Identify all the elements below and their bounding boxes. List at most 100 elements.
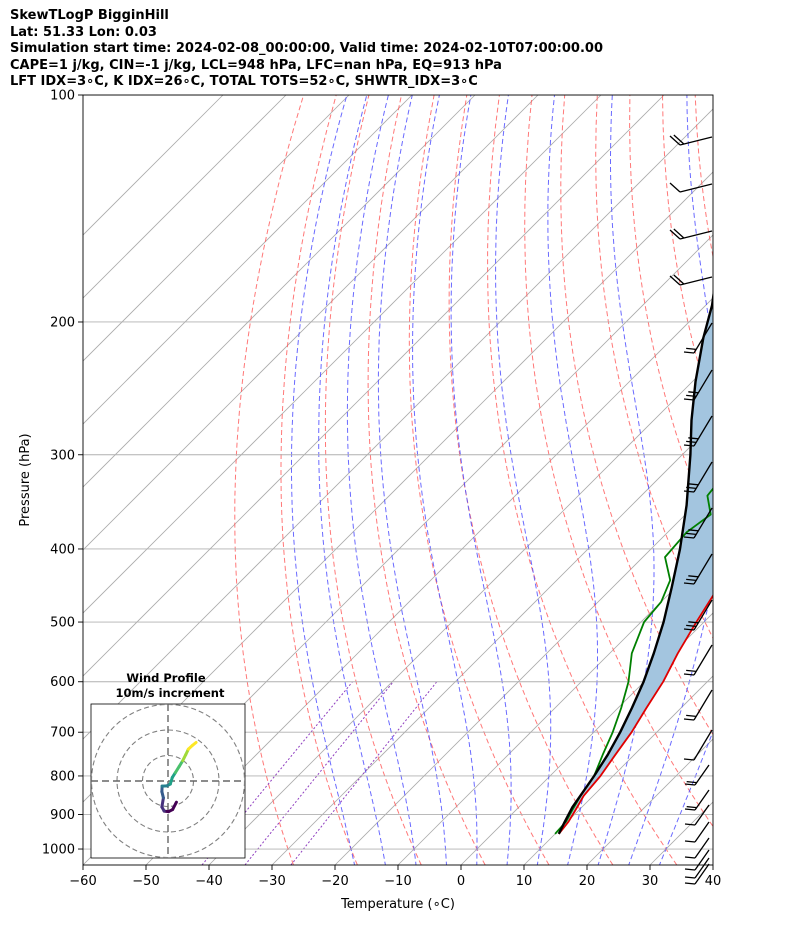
wind-barb [683, 461, 713, 493]
wind-barb-shaft [693, 644, 713, 676]
isotherm-line [397, 549, 713, 865]
profile-lines [554, 289, 713, 835]
wind-barb-shaft [694, 789, 710, 811]
wind-barb [684, 857, 710, 879]
x-tick-label: −20 [321, 874, 348, 889]
wind-barb-flag [686, 780, 697, 784]
wind-barb-flag [686, 669, 697, 673]
isotherm-line [712, 864, 713, 865]
wind-barb-flag [686, 394, 697, 398]
wind-barb [669, 228, 713, 240]
moist-adiabat-line [658, 730, 713, 865]
wind-barb-flag [669, 229, 681, 240]
y-tick-label: 1000 [42, 843, 75, 858]
title-cape-indices: CAPE=1 j/kg, CIN=-1 j/kg, LCL=948 hPa, L… [10, 57, 502, 73]
isotherm-line [271, 423, 713, 865]
wind-barb-flag [684, 868, 696, 871]
wind-barb-shaft [679, 230, 713, 240]
wind-barb-shaft [693, 689, 713, 721]
dry-adiabat-line [448, 95, 614, 865]
wind-barb [684, 863, 710, 885]
wind-barb-flag [669, 182, 681, 193]
x-tick-label: −30 [258, 874, 285, 889]
wind-barb-flag [683, 351, 695, 354]
y-axis-ticks: 1000 900 800 700 600 500 400 300 200 100 [42, 89, 83, 858]
wind-barb [684, 849, 710, 871]
wind-barb-shaft [693, 599, 713, 631]
wind-barb-flag [688, 575, 699, 578]
wind-barb-shaft [679, 276, 713, 286]
wind-barb [684, 804, 710, 826]
wind-barb-flag [683, 673, 695, 676]
y-tick-label: 200 [50, 315, 75, 330]
dry-adiabat-line [524, 95, 713, 828]
dry-adiabat-line [367, 95, 486, 865]
dry-adiabat-line [728, 95, 794, 865]
wind-barb-flag [683, 628, 695, 631]
temperature-line [558, 593, 713, 835]
moist-adiabat-line [597, 95, 655, 865]
wind-barb-flag [684, 823, 696, 826]
wind-barb-flag [684, 882, 696, 885]
wind-barb [683, 644, 713, 676]
wind-barb-flag [688, 391, 699, 394]
mixing-ratio-line [244, 681, 394, 865]
x-tick-label: 0 [457, 874, 465, 889]
wind-barb-shaft [694, 863, 710, 885]
x-tick-label: −60 [69, 874, 96, 889]
isotherm-line [145, 297, 713, 865]
dewpoint-line [554, 487, 713, 835]
cape-fill-layer [558, 298, 713, 834]
wind-barb-flag [688, 437, 699, 440]
wind-barb-flag [686, 624, 697, 628]
wind-barb [684, 764, 710, 786]
y-tick-label: 700 [50, 726, 75, 741]
y-tick-label: 800 [50, 769, 75, 784]
moist-adiabat-line [628, 95, 713, 865]
wind-barb-flag [683, 582, 695, 585]
isotherm-line [83, 95, 476, 488]
wind-barb-flag [686, 486, 697, 490]
moist-adiabat-line [377, 95, 447, 865]
dry-adiabat-line [280, 95, 358, 865]
title-stability-indices: LFT IDX=3∘C, K IDX=26∘C, TOTAL TOTS=52∘C… [10, 74, 478, 89]
wind-barb-flag [684, 856, 696, 859]
dry-adiabat-line [560, 95, 713, 736]
parcel-line [557, 289, 713, 835]
x-tick-label: −40 [195, 874, 222, 889]
wind-barb-flag [673, 274, 685, 285]
wind-barb-flag [683, 536, 695, 539]
dry-adiabat-line [234, 95, 305, 865]
isotherm-line [208, 360, 713, 865]
wind-barb-flag [683, 758, 695, 761]
x-tick-label: −50 [132, 874, 159, 889]
wind-barb-flag [673, 134, 685, 145]
y-tick-label: 500 [50, 616, 75, 631]
cape-area [558, 298, 713, 834]
wind-barb-flag [673, 228, 685, 239]
moist-adiabat-line [412, 95, 478, 865]
wind-barb-flag [684, 783, 696, 786]
hodograph-trace [190, 740, 198, 748]
wind-barb [683, 507, 713, 539]
wind-barb-flag [688, 483, 699, 486]
hodograph-inset: Wind Profile 10m/s increment [90, 671, 246, 859]
isotherm-line [649, 801, 713, 865]
wind-barb-shaft [693, 415, 713, 447]
wind-barbs [669, 134, 713, 885]
wind-barb-flag [669, 135, 681, 146]
y-tick-label: 300 [50, 448, 75, 463]
x-tick-label: 10 [516, 874, 533, 889]
dry-adiabat-line [487, 95, 678, 865]
x-axis-ticks: −60 −50 −40 −30 −20 −10 0 10 20 30 40 [69, 865, 721, 889]
wind-barb-shaft [694, 804, 710, 826]
x-tick-label: 40 [705, 874, 722, 889]
isotherm-line [83, 108, 713, 740]
wind-barb-flag [688, 529, 699, 532]
wind-barb [683, 553, 713, 585]
moist-adiabat-line [495, 95, 552, 865]
moist-adiabat-line [318, 95, 386, 865]
title-station: SkewTLogP BigginHill [10, 8, 169, 23]
moist-adiabat-line [291, 95, 356, 865]
